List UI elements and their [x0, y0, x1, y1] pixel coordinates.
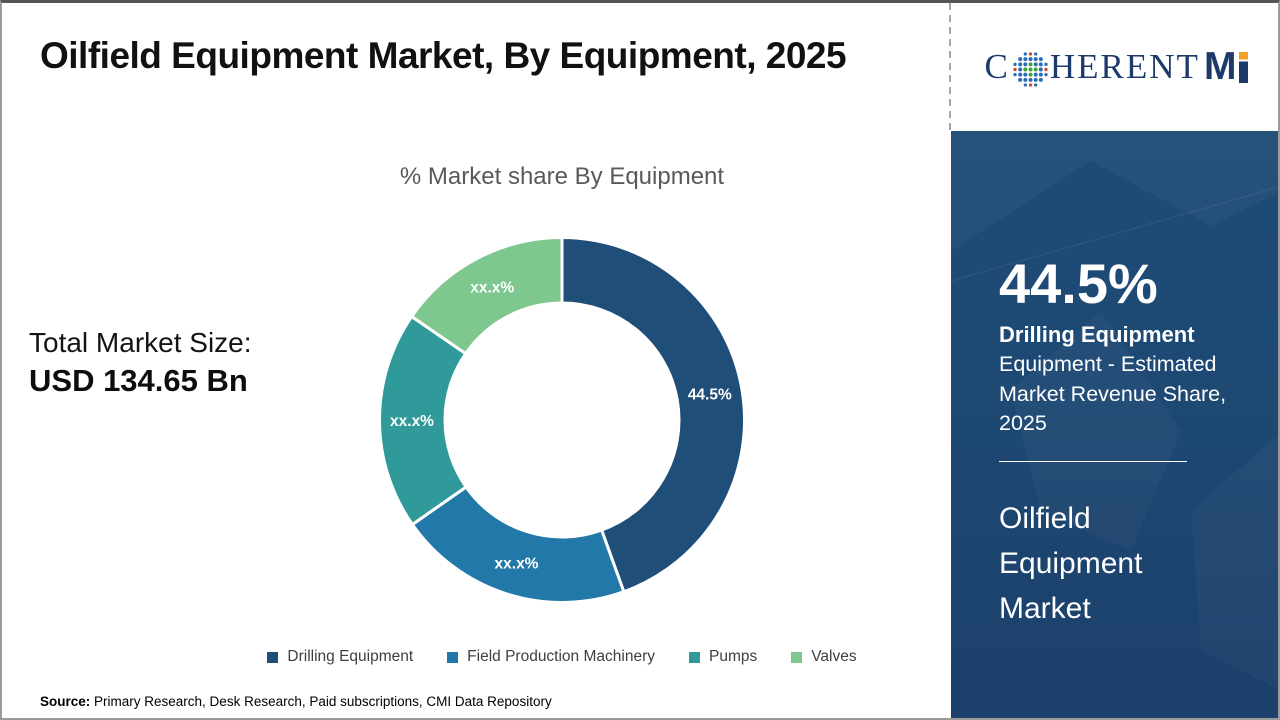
- legend-item-valves: Valves: [791, 648, 857, 666]
- legend-swatch-icon: [791, 651, 803, 663]
- logo-text-herent: HERENT: [1049, 47, 1200, 86]
- side-panel-content: 44.5% Drilling Equipment Equipment - Est…: [999, 256, 1244, 631]
- total-market-label: Total Market Size:: [29, 327, 252, 358]
- slice-label-pumps: xx.x%: [390, 413, 434, 430]
- logo-text-c: C: [984, 47, 1010, 86]
- donut-segment-drilling-equipment: [560, 236, 746, 594]
- legend-swatch-icon: [267, 651, 279, 663]
- total-market-value: USD 134.65 Bn: [29, 363, 248, 398]
- legend-label: Pumps: [708, 648, 758, 665]
- highlight-stat-value: 44.5%: [999, 252, 1158, 315]
- slice-label-drilling-equipment: 44.5%: [688, 387, 732, 404]
- source-line: Source: Primary Research, Desk Research,…: [40, 694, 552, 709]
- panel-report-title: Oilfield Equipment Market: [999, 501, 1143, 625]
- globe-dots-icon: [1013, 51, 1048, 87]
- legend-label: Valves: [811, 648, 857, 665]
- panel-divider-line: [999, 460, 1187, 462]
- donut-segment-field-production-machinery: [410, 485, 626, 604]
- legend-swatch-icon: [447, 651, 459, 663]
- donut-chart: 44.5% xx.x% xx.x% xx.x%: [378, 236, 746, 604]
- donut-segment-valves: [410, 236, 564, 356]
- legend-item-pumps: Pumps: [688, 648, 758, 666]
- legend-item-drilling-equipment: Drilling Equipment: [267, 648, 413, 666]
- legend-label: Field Production Machinery: [467, 648, 655, 665]
- logo-box: C HERENT M: [951, 3, 1278, 131]
- highlight-stat-description: Equipment - Estimated Market Revenue Sha…: [999, 352, 1227, 436]
- source-label: Source:: [40, 694, 91, 709]
- slice-label-valves: xx.x%: [470, 280, 514, 297]
- side-panel: 44.5% Drilling Equipment Equipment - Est…: [951, 131, 1278, 718]
- highlight-stat-name: Drilling Equipment: [999, 322, 1195, 347]
- page-title: Oilfield Equipment Market, By Equipment,…: [40, 35, 847, 76]
- chart-legend: Drilling Equipment Field Production Machi…: [182, 648, 942, 666]
- logo-i-glyph: [1239, 51, 1249, 83]
- source-text: Primary Research, Desk Research, Paid su…: [94, 694, 552, 709]
- logo-text-mi: M: [1204, 45, 1249, 89]
- legend-item-field-production-machinery: Field Production Machinery: [447, 648, 655, 666]
- chart-subtitle: % Market share By Equipment: [399, 163, 725, 190]
- dashed-divider: [949, 3, 951, 131]
- coherentmi-logo: C HERENT M: [985, 45, 1249, 89]
- legend-label: Drilling Equipment: [287, 648, 414, 665]
- logo-m: M: [1203, 45, 1237, 88]
- total-market-size: Total Market Size: USD 134.65 Bn: [29, 327, 252, 399]
- slice-label-field-production-machinery: xx.x%: [495, 555, 539, 572]
- legend-swatch-icon: [688, 651, 700, 663]
